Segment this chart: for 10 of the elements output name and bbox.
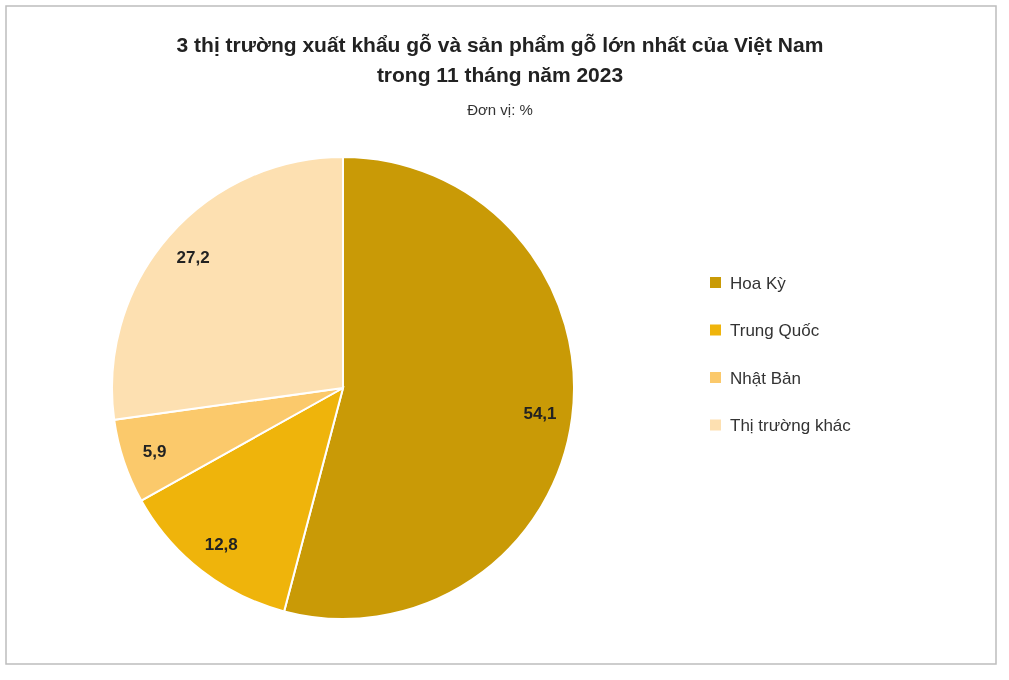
data-label: 27,2: [176, 248, 210, 268]
legend-label: Hoa Kỳ: [730, 273, 787, 293]
legend-label: Thị trường khác: [730, 416, 852, 435]
data-label: 5,9: [142, 441, 167, 461]
data-label: 12,8: [204, 535, 238, 555]
chart-title: 3 thị trường xuất khẩu gỗ và sản phẩm gỗ lớn nhất của Việt Nam trong 11 tháng năm 2023: [176, 33, 824, 86]
legend-label: Trung Quốc: [730, 321, 820, 340]
chart-subtitle: Đơn vị: %: [467, 101, 533, 118]
data-label: 54,1: [523, 404, 557, 424]
legend-label: Nhật Bản: [730, 368, 801, 388]
